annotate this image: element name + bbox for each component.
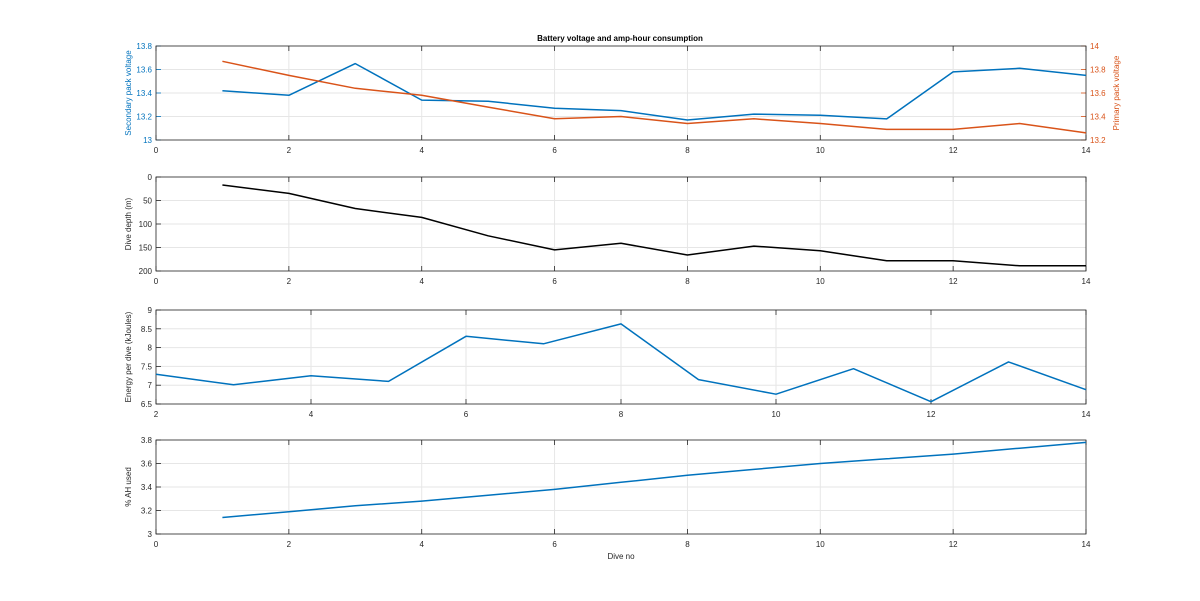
y-tick-label: 13.6 [136,66,152,75]
y-tick-label: 200 [139,267,153,276]
y-axis-label: % AH used [124,467,133,507]
series-line-1 [222,441,1087,519]
y-axis-label: Energy per dive (kJoules) [124,311,133,402]
x-tick-label: 6 [552,277,557,286]
x-tick-label: 12 [949,540,958,549]
y-tick-label: 13 [143,136,152,145]
x-tick-label: 10 [772,410,781,419]
x-tick-label: 14 [1082,277,1091,286]
series-line-1 [222,62,1087,121]
x-tick-label: 4 [419,146,424,155]
x-tick-label: 14 [1082,146,1091,155]
subplot-3: 2 4 6 8 10 12 14 6.5 7 7.5 8 8.5 9 Energy per dive (k… [124,306,1091,419]
right-y-tick-label: 14 [1090,42,1099,51]
x-tick-label: 8 [685,540,690,549]
y-tick-label: 13.2 [136,113,152,122]
y-tick-label: 7 [148,381,153,390]
right-y-axis-label: Primary pack voltage [1112,55,1121,130]
x-tick-label: 4 [419,277,424,286]
figure-title: Battery voltage and amp-hour consumption [537,34,703,43]
y-axis-label: Dive depth (m) [124,197,133,250]
y-tick-label: 3.2 [141,507,153,516]
y-tick-label: 3.6 [141,460,153,469]
x-tick-label: 6 [464,410,469,419]
x-tick-label: 4 [309,410,314,419]
x-tick-label: 10 [816,146,825,155]
y-tick-label: 100 [139,220,153,229]
x-tick-label: 6 [552,540,557,549]
right-y-tick-label: 13.2 [1090,136,1106,145]
x-tick-label: 2 [287,540,292,549]
y-tick-label: 13.8 [136,42,152,51]
x-tick-label: 12 [949,146,958,155]
x-tick-label: 8 [619,410,624,419]
axes-box [155,176,1087,272]
x-tick-label: 10 [816,277,825,286]
series-line-2 [222,60,1087,134]
x-tick-label: 0 [154,277,159,286]
x-tick-label: 4 [419,540,424,549]
x-tick-label: 2 [154,410,159,419]
axes-box [155,309,1087,405]
right-y-tick-label: 13.6 [1090,89,1106,98]
x-tick-label: 0 [154,146,159,155]
y-tick-label: 13.4 [136,89,152,98]
axes-box [155,439,1087,535]
x-tick-label: 14 [1082,540,1091,549]
axes-box [155,45,1087,141]
y-tick-label: 3.8 [141,436,153,445]
y-tick-label: 6.5 [141,400,153,409]
x-tick-label: 12 [927,410,936,419]
x-axis-label: Dive no [607,552,635,561]
y-tick-label: 3.4 [141,483,153,492]
x-tick-label: 6 [552,146,557,155]
series-line-1 [222,184,1086,267]
x-tick-label: 2 [287,277,292,286]
y-tick-label: 150 [139,244,153,253]
y-tick-label: 3 [148,530,153,539]
y-tick-label: 7.5 [141,362,153,371]
x-tick-label: 2 [287,146,292,155]
series-line-1 [155,323,1087,403]
right-y-tick-label: 13.8 [1090,66,1106,75]
y-tick-label: 0 [148,173,153,182]
y-tick-label: 50 [143,197,152,206]
x-tick-label: 8 [685,146,690,155]
x-tick-label: 0 [154,540,159,549]
y-tick-label: 8.5 [141,325,153,334]
x-tick-label: 12 [949,277,958,286]
subplot-2: 0 2 4 6 8 10 12 14 0 50 100 150 200 Dive depth (m) [124,173,1091,286]
subplot-4: 0 2 4 6 8 10 12 14 3 3.2 3.4 3.6 3.8 % AH used Dive no [124,436,1091,561]
y-tick-label: 9 [148,306,153,315]
y-tick-label: 8 [148,344,153,353]
x-tick-label: 8 [685,277,690,286]
x-tick-label: 10 [816,540,825,549]
y-axis-label: Secondary pack voltage [124,50,133,136]
x-tick-label: 14 [1082,410,1091,419]
right-y-tick-label: 13.4 [1090,113,1106,122]
